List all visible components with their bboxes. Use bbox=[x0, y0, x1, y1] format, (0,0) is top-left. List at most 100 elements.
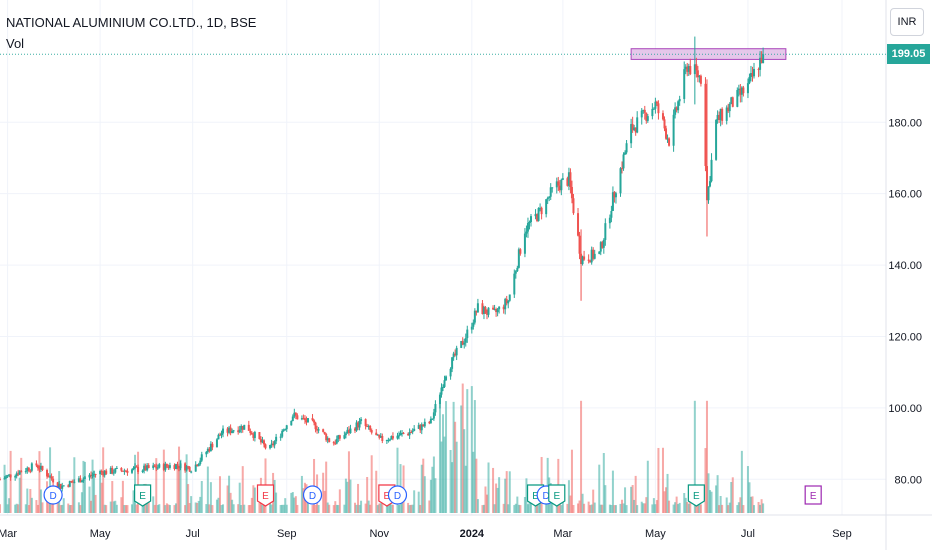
volume-bar bbox=[346, 481, 349, 513]
event-marker-letter: D bbox=[49, 491, 56, 502]
volume-bar bbox=[357, 483, 360, 513]
candle-body bbox=[162, 464, 165, 470]
candle-body bbox=[378, 434, 381, 438]
candle-body bbox=[178, 465, 181, 469]
volume-bar bbox=[323, 490, 326, 513]
candle-body bbox=[519, 249, 522, 254]
volume-bar bbox=[111, 481, 114, 513]
volume-bar bbox=[710, 491, 713, 513]
candle-body bbox=[17, 473, 20, 475]
candle-body bbox=[249, 430, 252, 434]
candle-body bbox=[347, 429, 350, 434]
volume-bar bbox=[759, 504, 762, 513]
candle-body bbox=[156, 467, 159, 469]
volume-bar bbox=[698, 502, 701, 513]
dividend-event-marker[interactable] bbox=[43, 485, 63, 505]
candle-body bbox=[3, 477, 6, 480]
earnings-event-marker[interactable] bbox=[134, 484, 152, 507]
volume-bar bbox=[5, 476, 8, 513]
candle-body bbox=[642, 109, 645, 111]
earnings-event-marker[interactable] bbox=[687, 484, 705, 507]
earnings-event-marker[interactable] bbox=[256, 484, 275, 507]
volume-bar bbox=[103, 504, 106, 513]
x-tick-label: 2024 bbox=[460, 528, 485, 540]
event-marker-letter: E bbox=[262, 491, 269, 502]
candle-body bbox=[398, 435, 401, 437]
candle-body bbox=[730, 97, 733, 105]
candle-body bbox=[517, 249, 520, 268]
candle-body bbox=[90, 474, 93, 476]
volume-bar bbox=[695, 503, 698, 513]
volume-bar bbox=[29, 489, 32, 513]
volume-bar bbox=[721, 504, 724, 513]
candle-body bbox=[220, 433, 223, 436]
volume-bar bbox=[135, 504, 138, 513]
candle-body bbox=[492, 307, 495, 310]
volume-bar bbox=[209, 482, 212, 513]
volume-bar bbox=[314, 504, 317, 513]
candle-body bbox=[38, 468, 41, 470]
volume-bar bbox=[419, 504, 422, 513]
volume-bar bbox=[443, 436, 446, 513]
candle-body bbox=[343, 435, 346, 439]
y-tick-label: 80.00 bbox=[894, 474, 922, 486]
candle-body bbox=[762, 54, 765, 64]
volume-bar bbox=[514, 503, 517, 513]
volume-bar bbox=[134, 454, 137, 513]
volume-indicator-label[interactable]: Vol bbox=[6, 36, 25, 51]
volume-bar bbox=[431, 466, 434, 513]
candle-body bbox=[174, 464, 177, 469]
volume-bar bbox=[461, 383, 464, 513]
volume-bar bbox=[325, 461, 328, 513]
candle-body bbox=[338, 435, 341, 439]
volume-bar bbox=[736, 505, 739, 513]
candle-body bbox=[402, 432, 405, 434]
candle-body bbox=[147, 465, 150, 468]
volume-bar bbox=[240, 505, 243, 513]
volume-bar bbox=[598, 464, 601, 513]
volume-bar bbox=[608, 504, 611, 513]
candle-body bbox=[238, 429, 241, 433]
earnings-event-marker[interactable] bbox=[548, 484, 566, 507]
candle-body bbox=[134, 466, 137, 468]
earnings-event-marker[interactable] bbox=[804, 485, 822, 505]
candle-body bbox=[718, 114, 721, 120]
event-marker-letter: D bbox=[394, 491, 401, 502]
volume-bar bbox=[124, 505, 127, 513]
volume-bar bbox=[187, 484, 190, 513]
candle-body bbox=[337, 435, 340, 439]
volume-bar bbox=[250, 497, 253, 513]
candle-body bbox=[68, 481, 71, 487]
volume-bar bbox=[322, 472, 325, 513]
volume-bar bbox=[375, 470, 378, 513]
volume-bar bbox=[290, 492, 293, 513]
volume-bar bbox=[241, 466, 244, 513]
candle-body bbox=[209, 443, 212, 452]
candle-body bbox=[281, 430, 284, 437]
volume-bar bbox=[328, 504, 331, 513]
volume-bar bbox=[130, 504, 133, 513]
volume-bar bbox=[569, 495, 572, 513]
volume-bar bbox=[438, 403, 441, 513]
candle-body bbox=[0, 479, 1, 481]
candle-body bbox=[683, 69, 686, 99]
candle-body bbox=[294, 412, 297, 416]
candle-body bbox=[737, 88, 740, 91]
currency-selector[interactable]: INR bbox=[890, 8, 924, 36]
candle-body bbox=[625, 143, 628, 153]
candle-body bbox=[470, 326, 473, 330]
candle-body bbox=[651, 108, 654, 117]
candle-body bbox=[484, 307, 487, 314]
volume-bar bbox=[391, 504, 394, 513]
candle-body bbox=[528, 221, 531, 224]
volume-bar bbox=[567, 480, 570, 513]
dividend-event-marker[interactable] bbox=[302, 485, 323, 505]
volume-bar bbox=[696, 504, 699, 513]
candle-body bbox=[566, 178, 569, 186]
candle-body bbox=[158, 464, 161, 468]
candle-body bbox=[442, 386, 444, 388]
candle-body bbox=[250, 433, 253, 435]
dividend-event-marker[interactable] bbox=[387, 485, 408, 505]
volume-bar bbox=[645, 497, 648, 513]
